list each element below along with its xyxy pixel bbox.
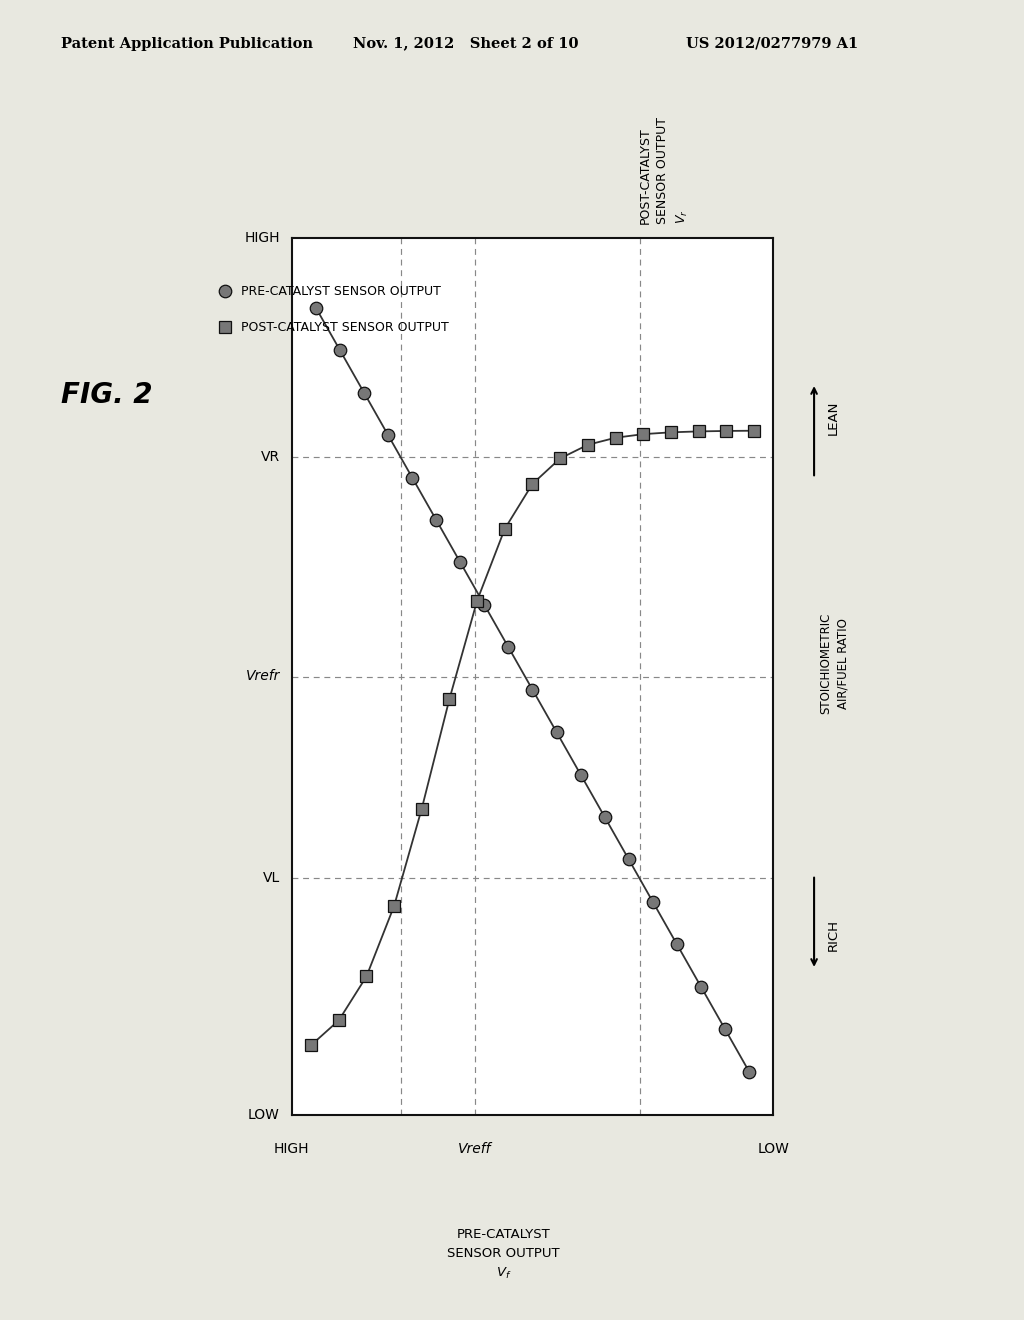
Text: POST-CATALYST
SENSOR OUTPUT
$V_r$: POST-CATALYST SENSOR OUTPUT $V_r$ [638, 117, 690, 224]
Text: HIGH: HIGH [274, 1142, 309, 1156]
Text: FIG. 2: FIG. 2 [61, 380, 153, 409]
Text: Vreff: Vreff [458, 1142, 492, 1156]
Text: Nov. 1, 2012   Sheet 2 of 10: Nov. 1, 2012 Sheet 2 of 10 [353, 37, 579, 50]
Text: Patent Application Publication: Patent Application Publication [61, 37, 313, 50]
Text: PRE-CATALYST SENSOR OUTPUT: PRE-CATALYST SENSOR OUTPUT [241, 285, 440, 298]
Text: STOICHIOMETRIC: STOICHIOMETRIC [819, 612, 833, 714]
Text: LOW: LOW [757, 1142, 790, 1156]
Text: AIR/FUEL RATIO: AIR/FUEL RATIO [837, 618, 850, 709]
Text: RICH: RICH [826, 920, 840, 952]
Text: HIGH: HIGH [245, 231, 280, 244]
Text: Vrefr: Vrefr [246, 669, 280, 684]
Text: US 2012/0277979 A1: US 2012/0277979 A1 [686, 37, 858, 50]
Text: PRE-CATALYST
SENSOR OUTPUT
$V_f$: PRE-CATALYST SENSOR OUTPUT $V_f$ [447, 1228, 560, 1282]
Text: LOW: LOW [248, 1109, 280, 1122]
Text: VR: VR [261, 450, 280, 465]
Text: LEAN: LEAN [826, 400, 840, 434]
Text: POST-CATALYST SENSOR OUTPUT: POST-CATALYST SENSOR OUTPUT [241, 321, 449, 334]
Text: VL: VL [262, 871, 280, 886]
